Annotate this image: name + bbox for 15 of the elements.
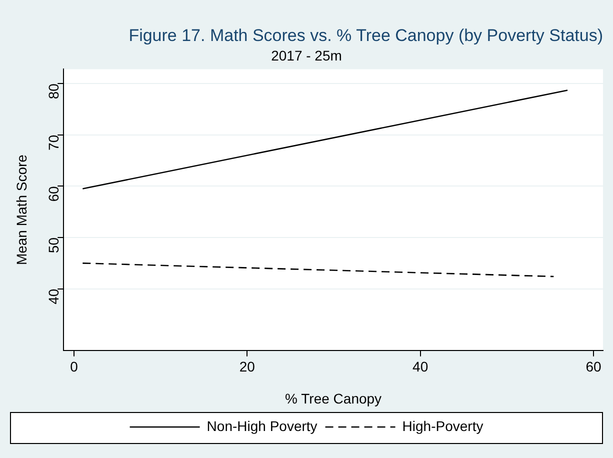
- x-tick-label: 40: [412, 358, 428, 375]
- legend-label: High-Poverty: [402, 418, 484, 434]
- legend-label: Non-High Poverty: [206, 418, 318, 434]
- y-tick-label: 70: [45, 134, 62, 150]
- chart-title: Figure 17. Math Scores vs. % Tree Canopy (by Poverty Status): [128, 26, 603, 45]
- y-tick-label: 40: [45, 288, 62, 304]
- y-tick-label: 60: [45, 186, 62, 202]
- x-tick-label: 0: [70, 358, 78, 375]
- x-tick-label: 20: [239, 358, 256, 375]
- chart-subtitle: 2017 - 25m: [271, 48, 342, 64]
- y-axis-title: Mean Math Score: [13, 154, 30, 266]
- x-tick-label: 60: [586, 358, 602, 375]
- y-tick-label: 80: [45, 83, 62, 100]
- y-tick-label: 50: [45, 237, 62, 254]
- x-axis-title: % Tree Canopy: [285, 390, 382, 406]
